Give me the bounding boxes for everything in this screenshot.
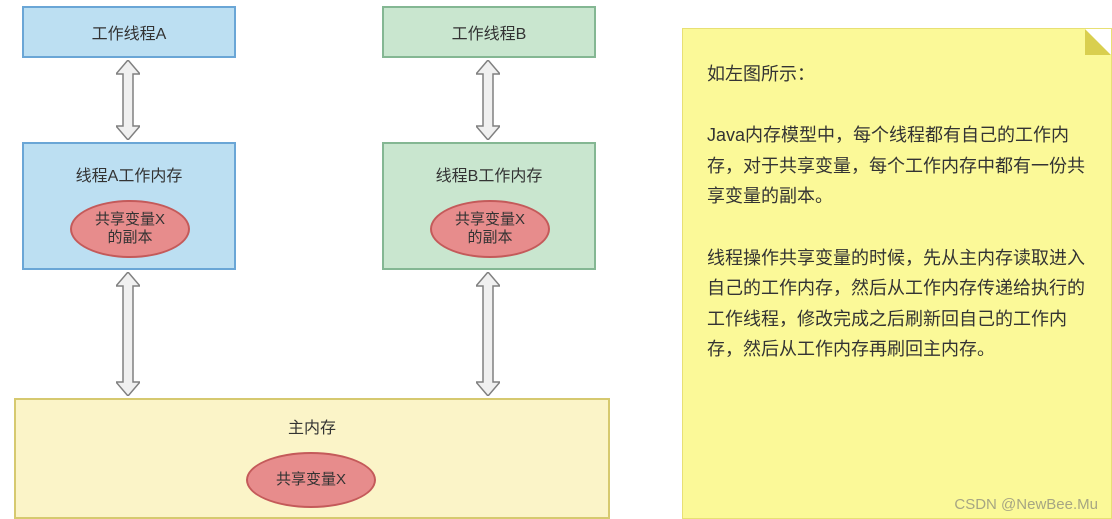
shared-var-copy-b-line2: 的副本 [455,229,525,247]
arrow-mem-a-to-main [116,272,140,396]
watermark-text: CSDN @NewBee.Mu [954,496,1098,513]
arrow-thread-b-to-mem [476,60,500,140]
shared-var-copy-a-line2: 的副本 [95,229,165,247]
shared-var-main-line1: 共享变量X [276,471,346,489]
thread-a-box: 工作线程A [22,6,236,58]
note-para2: 线程操作共享变量的时候，先从主内存读取进入自己的工作内存，然后从工作内存传递给执… [707,243,1087,365]
thread-a-memory-label: 线程A工作内存 [24,162,234,186]
shared-var-copy-a-line1: 共享变量X [95,211,165,229]
thread-b-label: 工作线程B [452,20,527,44]
thread-a-label: 工作线程A [92,20,167,44]
shared-var-copy-b: 共享变量X 的副本 [430,200,550,258]
thread-b-box: 工作线程B [382,6,596,58]
note-para1: Java内存模型中，每个线程都有自己的工作内存，对于共享变量，每个工作内存中都有… [707,120,1087,212]
main-memory-label: 主内存 [16,414,608,438]
explanation-note: 如左图所示： Java内存模型中，每个线程都有自己的工作内存，对于共享变量，每个… [682,28,1112,519]
shared-var-main: 共享变量X [246,452,376,508]
note-heading: 如左图所示： [707,59,1087,90]
shared-var-copy-a: 共享变量X 的副本 [70,200,190,258]
arrow-thread-a-to-mem [116,60,140,140]
note-fold-icon [1085,29,1111,55]
shared-var-copy-b-line1: 共享变量X [455,211,525,229]
thread-b-memory-label: 线程B工作内存 [384,162,594,186]
arrow-mem-b-to-main [476,272,500,396]
